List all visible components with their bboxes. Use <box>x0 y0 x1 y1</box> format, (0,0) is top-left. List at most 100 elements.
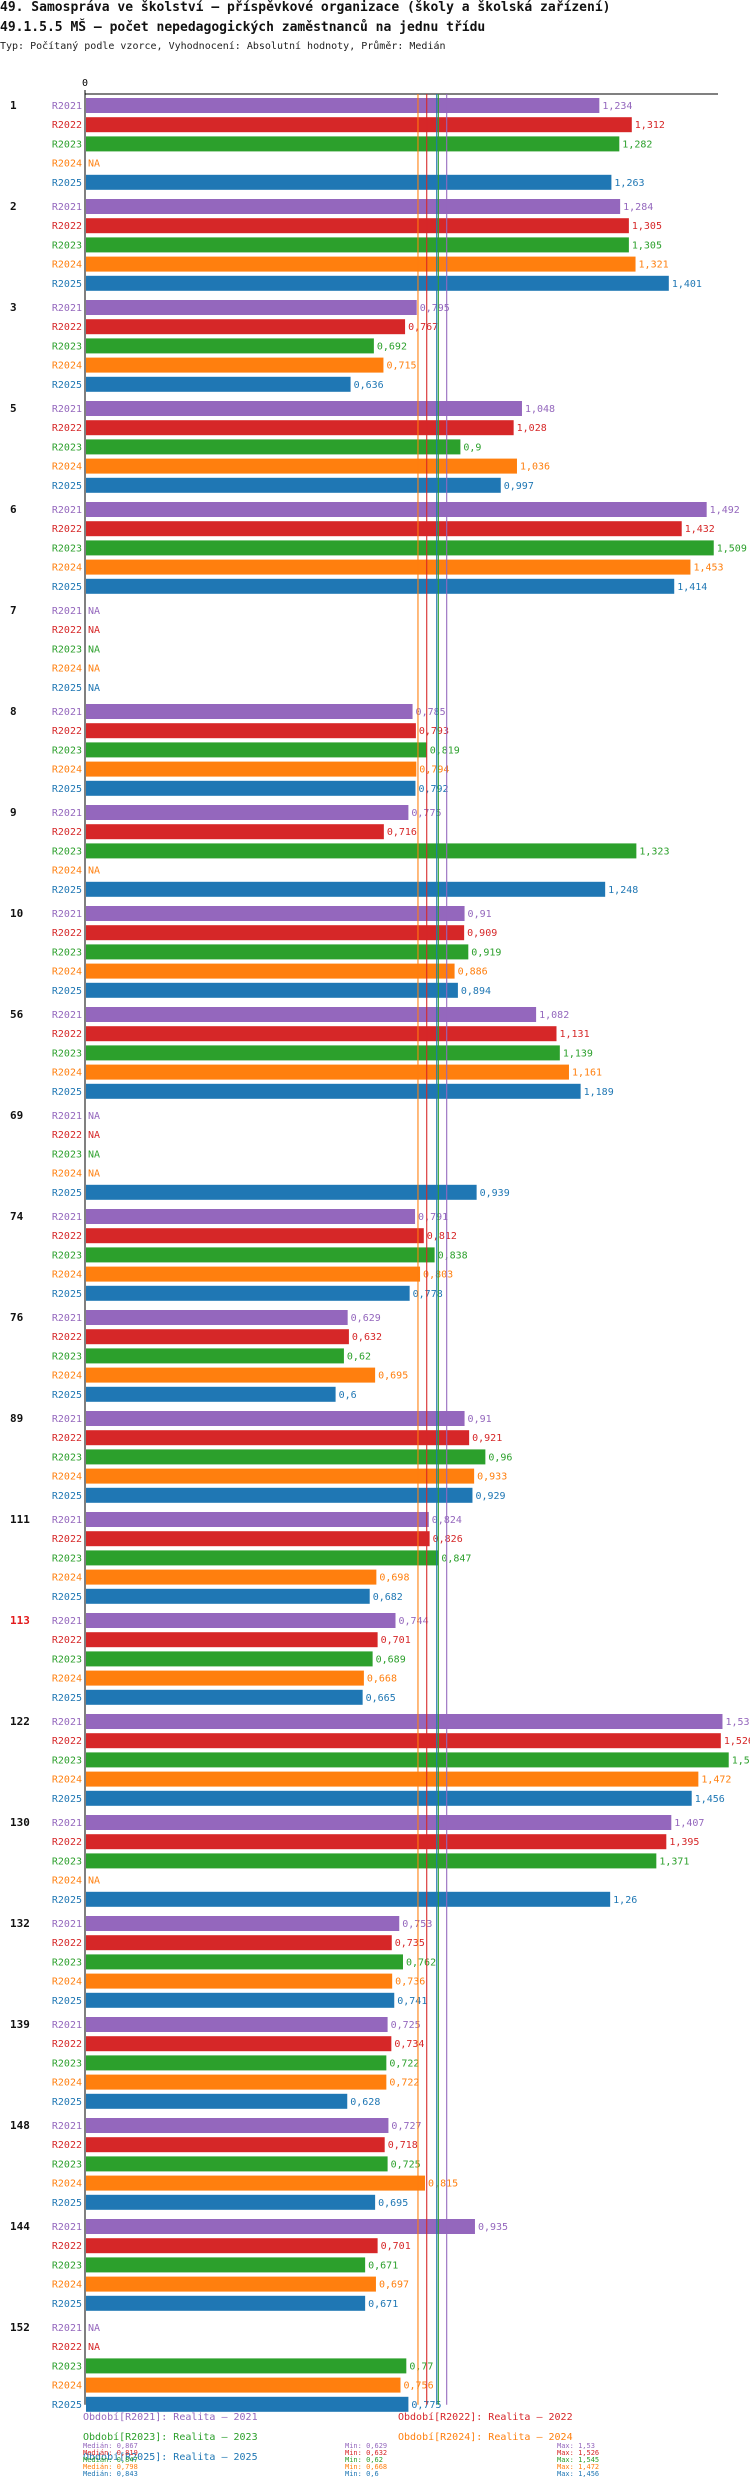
series-label: R2025 <box>52 481 82 492</box>
na-label: NA <box>88 159 100 170</box>
stat-median-r2025: Medián: 0,843 <box>83 2470 138 2478</box>
series-label: R2023 <box>52 1351 82 1362</box>
value-label: 1,545 <box>732 1755 750 1766</box>
value-label: 1,321 <box>639 260 669 271</box>
value-label: 0,629 <box>351 1313 381 1324</box>
series-label: R2022 <box>52 322 82 333</box>
group-label: 56 <box>10 1008 24 1021</box>
series-label: R2022 <box>52 1938 82 1949</box>
series-label: R2024 <box>52 1371 82 1382</box>
value-label: 1,284 <box>623 202 653 213</box>
bar <box>86 1411 465 1426</box>
bar <box>86 1935 392 1951</box>
series-label: R2021 <box>52 707 82 718</box>
stat-min-r2021: Min: 0,629 <box>345 2442 388 2450</box>
value-label: 1,263 <box>614 178 644 189</box>
bar <box>86 2055 387 2071</box>
bar <box>86 98 600 113</box>
na-label: NA <box>88 683 100 694</box>
bar <box>86 2156 388 2172</box>
bar <box>86 2194 376 2210</box>
series-label: R2025 <box>52 1592 82 1603</box>
series-label: R2022 <box>52 1029 82 1040</box>
bar <box>86 2175 426 2191</box>
value-label: 0,698 <box>379 1573 409 1584</box>
series-label: R2021 <box>52 404 82 415</box>
bar <box>86 704 413 719</box>
series-label: R2022 <box>52 1534 82 1545</box>
series-label: R2022 <box>52 2039 82 2050</box>
bar <box>86 1367 376 1383</box>
value-label: 0,753 <box>402 1919 432 1930</box>
bar <box>86 1632 378 1648</box>
value-label: 1,305 <box>632 240 662 251</box>
series-label: R2024 <box>52 967 82 978</box>
group-label: 74 <box>10 1210 24 1223</box>
value-label: 0,792 <box>418 784 448 795</box>
series-label: R2025 <box>52 380 82 391</box>
group-label: 3 <box>10 301 17 314</box>
bar <box>86 218 629 234</box>
value-label: 1,048 <box>525 404 555 415</box>
na-label: NA <box>88 664 100 675</box>
group-label: 130 <box>10 1816 30 1829</box>
series-label: R2021 <box>52 2222 82 2233</box>
value-label: 0,793 <box>419 726 449 737</box>
series-label: R2023 <box>52 947 82 958</box>
value-label: 0,701 <box>381 2241 411 2252</box>
value-label: 0,96 <box>488 1452 512 1463</box>
series-label: R2022 <box>52 1736 82 1747</box>
value-label: 1,407 <box>674 1818 704 1829</box>
series-label: R2024 <box>52 2381 82 2392</box>
bar <box>86 117 632 133</box>
value-label: 1,305 <box>632 221 662 232</box>
value-label: 1,414 <box>677 582 707 593</box>
stat-median-r2023: Medián: 0,847 <box>83 2456 138 2464</box>
series-label: R2024 <box>52 1068 82 1079</box>
series-label: R2025 <box>52 1693 82 1704</box>
series-label: R2024 <box>52 361 82 372</box>
bar <box>86 805 409 820</box>
value-label: 0,716 <box>387 827 417 838</box>
bar <box>86 2219 475 2234</box>
series-label: R2023 <box>52 1755 82 1766</box>
value-label: 1,526 <box>724 1736 750 1747</box>
series-label: R2022 <box>52 1332 82 1343</box>
series-label: R2023 <box>52 1250 82 1261</box>
series-label: R2025 <box>52 2400 82 2411</box>
bar <box>86 376 351 392</box>
series-label: R2025 <box>52 885 82 896</box>
value-label: 0,6 <box>339 1390 357 1401</box>
bar <box>86 2295 366 2311</box>
series-label: R2024 <box>52 1573 82 1584</box>
bar <box>86 420 514 436</box>
bar <box>86 824 384 840</box>
bar <box>86 136 620 152</box>
bar <box>86 1588 370 1604</box>
value-label: 0,718 <box>388 2140 418 2151</box>
series-label: R2023 <box>52 745 82 756</box>
value-label: 0,692 <box>377 341 407 352</box>
value-label: 0,701 <box>381 1635 411 1646</box>
series-label: R2025 <box>52 1390 82 1401</box>
value-label: 1,036 <box>520 462 550 473</box>
value-label: 1,371 <box>659 1856 689 1867</box>
series-label: R2025 <box>52 2299 82 2310</box>
series-label: R2024 <box>52 1674 82 1685</box>
value-label: 0,735 <box>395 1938 425 1949</box>
series-label: R2023 <box>52 442 82 453</box>
bar <box>86 742 427 758</box>
series-label: R2023 <box>52 1553 82 1564</box>
bar <box>86 540 714 556</box>
group-label: 132 <box>10 1917 30 1930</box>
series-label: R2023 <box>52 846 82 857</box>
bar <box>86 1790 692 1806</box>
series-label: R2021 <box>52 505 82 516</box>
value-label: 0,921 <box>472 1433 502 1444</box>
series-label: R2025 <box>52 279 82 290</box>
bar <box>86 1285 410 1301</box>
value-label: 0,819 <box>430 745 460 756</box>
series-label: R2024 <box>52 1977 82 1988</box>
group-label: 69 <box>10 1109 23 1122</box>
